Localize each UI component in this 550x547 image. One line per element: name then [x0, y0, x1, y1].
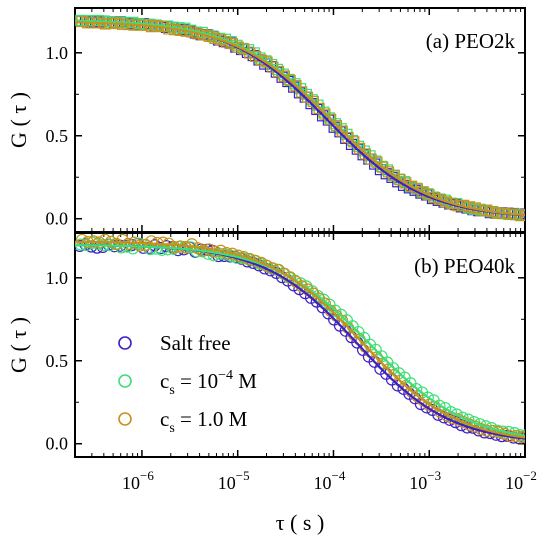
- y-tick-label: 0.5: [46, 126, 69, 146]
- x-tick-label: 10−3: [409, 468, 441, 493]
- legend-marker: [118, 336, 132, 350]
- y-axis-label: G ( τ ): [6, 92, 31, 148]
- fit-line-cs_1_0: [75, 21, 525, 217]
- fit-line-cs_1_0: [75, 240, 525, 439]
- data-point: [278, 70, 291, 82]
- legend-marker: [118, 374, 132, 388]
- panel-label: (b) PEO40k: [414, 254, 515, 278]
- legend-marker: [118, 412, 132, 426]
- data-point: [342, 131, 354, 144]
- plot-area: [75, 14, 525, 222]
- data-point: [451, 413, 464, 426]
- data-point: [313, 102, 325, 115]
- y-tick-label: 0.5: [46, 351, 69, 371]
- legend-label: cs = 1.0 M: [160, 407, 248, 436]
- plot-area: [75, 233, 525, 445]
- x-tick-label: 10−4: [314, 468, 346, 493]
- data-point: [301, 91, 314, 103]
- panel-a-peo2k: 0.0 0.5 1.0 G ( τ ) (a) PEO2k: [6, 7, 526, 233]
- y-tick-label: 0.0: [46, 209, 69, 229]
- legend: Salt free cs = 10−4 M cs = 1.0 M: [118, 331, 257, 436]
- y-tick-label: 0.0: [46, 434, 69, 454]
- legend-label: cs = 10−4 M: [160, 368, 257, 398]
- panel-label: (a) PEO2k: [426, 29, 516, 53]
- x-axis-label: τ ( s ): [276, 510, 325, 535]
- legend-label: Salt free: [160, 331, 231, 355]
- data-point: [457, 415, 470, 429]
- x-tick-label: 10−2: [505, 468, 537, 493]
- panel-b-peo40k: 0.0 0.5 1.0 G ( τ ) (b) PEO40k Salt free cs = …: [6, 232, 526, 458]
- y-tick-label: 1.0: [46, 43, 69, 63]
- x-tick-label: 10−5: [218, 468, 250, 493]
- plot-frame: [74, 232, 526, 458]
- shared-x-axis: 10−6 10−5 10−4 10−3 10−2: [122, 468, 537, 493]
- y-axis-label: G ( τ ): [6, 317, 31, 373]
- y-tick-label: 1.0: [46, 268, 69, 288]
- data-point: [365, 153, 377, 165]
- x-tick-label: 10−6: [122, 468, 154, 493]
